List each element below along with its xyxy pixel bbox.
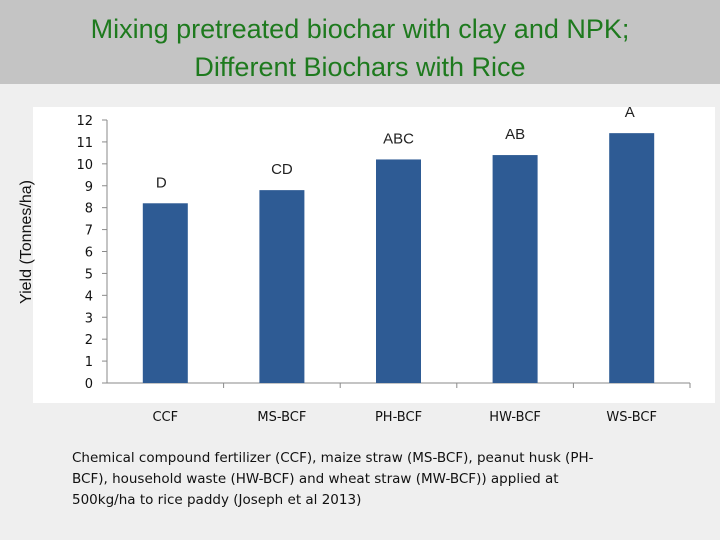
- y-tick-label: 1: [85, 355, 93, 370]
- caption: Chemical compound fertilizer (CCF), maiz…: [72, 448, 652, 511]
- caption-line: Chemical compound fertilizer (CCF), maiz…: [72, 450, 594, 466]
- y-tick-label: 9: [85, 180, 93, 195]
- data-label: AB: [505, 126, 525, 143]
- y-tick-label: 6: [85, 246, 93, 261]
- chart-title-line-2: Different Biochars with Rice: [194, 52, 526, 82]
- bar: [142, 203, 188, 383]
- y-tick-label: 2: [85, 333, 93, 348]
- y-tick-label: 10: [76, 158, 93, 173]
- y-tick-label: 7: [85, 224, 93, 239]
- data-label: A: [625, 104, 635, 121]
- data-label: ABC: [383, 130, 414, 147]
- bar: [259, 190, 305, 383]
- chart-title-line-1: Mixing pretreated biochar with clay and …: [90, 14, 630, 44]
- bar: [609, 133, 655, 383]
- caption-line: BCF), household waste (HW-BCF) and wheat…: [72, 471, 559, 487]
- title-band: Mixing pretreated biochar with clay and …: [0, 0, 720, 84]
- data-label: D: [156, 174, 167, 191]
- y-tick-label: 5: [85, 267, 93, 282]
- caption-line: 500kg/ha to rice paddy (Joseph et al 201…: [72, 492, 362, 508]
- y-tick-label: 11: [76, 136, 93, 151]
- x-tick-label: PH-BCF: [375, 410, 422, 425]
- x-tick-label: MS-BCF: [257, 410, 306, 425]
- bar: [376, 159, 421, 383]
- y-tick-label: 3: [85, 311, 93, 326]
- y-tick-label: 8: [85, 202, 93, 217]
- y-tick-label: 4: [85, 289, 93, 304]
- x-tick-label: CCF: [152, 410, 178, 425]
- y-tick-label: 12: [76, 114, 93, 129]
- bar: [492, 155, 538, 383]
- x-tick-label: WS-BCF: [606, 410, 657, 425]
- y-tick-label: 0: [85, 377, 93, 392]
- data-label: CD: [271, 161, 293, 178]
- x-tick-label: HW-BCF: [489, 410, 541, 425]
